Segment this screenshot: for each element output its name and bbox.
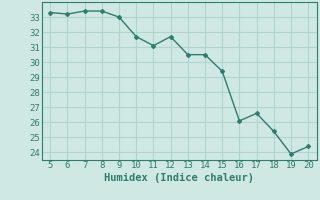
X-axis label: Humidex (Indice chaleur): Humidex (Indice chaleur)	[104, 173, 254, 183]
